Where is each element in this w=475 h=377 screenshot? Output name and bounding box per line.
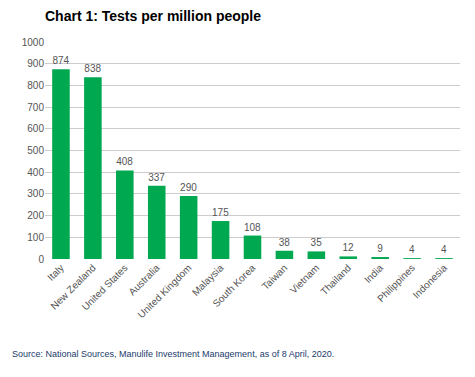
- svg-text:100: 100: [27, 232, 44, 243]
- svg-text:Malaysia: Malaysia: [190, 262, 226, 298]
- svg-text:700: 700: [27, 102, 44, 113]
- svg-text:Indonesia: Indonesia: [411, 262, 450, 301]
- svg-text:Italy: Italy: [45, 262, 66, 283]
- svg-text:New Zealand: New Zealand: [48, 262, 97, 311]
- svg-text:600: 600: [27, 123, 44, 134]
- svg-text:1000: 1000: [22, 37, 45, 48]
- svg-text:500: 500: [27, 145, 44, 156]
- svg-text:290: 290: [180, 182, 197, 193]
- svg-text:4: 4: [441, 244, 447, 255]
- svg-text:Thailand: Thailand: [318, 262, 353, 297]
- svg-text:Philippines: Philippines: [375, 262, 417, 304]
- svg-text:300: 300: [27, 188, 44, 199]
- svg-text:Chart 1: Tests per million peo: Chart 1: Tests per million people: [45, 8, 261, 24]
- svg-text:35: 35: [311, 237, 323, 248]
- svg-text:0: 0: [38, 254, 44, 265]
- svg-text:800: 800: [27, 80, 44, 91]
- svg-text:408: 408: [116, 156, 133, 167]
- svg-text:838: 838: [84, 63, 101, 74]
- svg-text:337: 337: [148, 172, 165, 183]
- svg-text:India: India: [362, 262, 385, 285]
- svg-text:4: 4: [409, 244, 415, 255]
- svg-text:Vietnam: Vietnam: [288, 262, 322, 296]
- svg-text:200: 200: [27, 210, 44, 221]
- svg-text:400: 400: [27, 167, 44, 178]
- svg-text:South Korea: South Korea: [210, 262, 257, 309]
- svg-text:Australia: Australia: [126, 262, 162, 298]
- svg-text:874: 874: [52, 55, 69, 66]
- svg-text:175: 175: [212, 207, 229, 218]
- svg-text:Source: National Sources, Manu: Source: National Sources, Manulife Inves…: [12, 349, 334, 359]
- svg-text:United States: United States: [80, 262, 130, 312]
- svg-text:12: 12: [342, 242, 354, 253]
- svg-text:108: 108: [244, 222, 261, 233]
- svg-text:Taiwan: Taiwan: [260, 262, 290, 292]
- svg-text:38: 38: [279, 237, 291, 248]
- svg-text:United Kingdom: United Kingdom: [136, 262, 194, 320]
- svg-text:9: 9: [377, 243, 383, 254]
- svg-text:900: 900: [27, 58, 44, 69]
